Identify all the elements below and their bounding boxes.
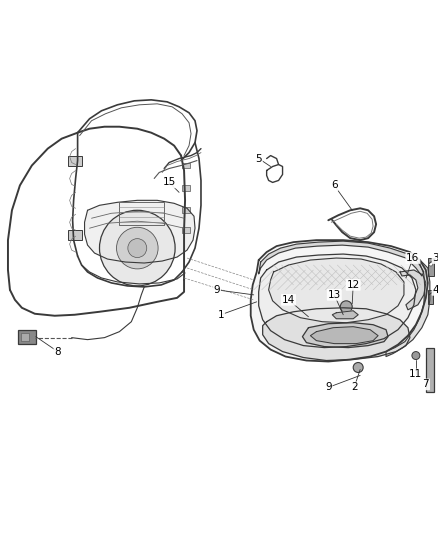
Circle shape [429,262,433,266]
Bar [182,207,190,213]
Text: 7: 7 [423,379,429,390]
Bar [426,348,434,392]
Bar [182,185,190,191]
Polygon shape [332,311,358,319]
Text: 8: 8 [54,346,61,357]
Polygon shape [386,260,430,357]
Text: 6: 6 [331,180,338,190]
Bar [182,163,190,168]
Polygon shape [303,322,388,348]
Polygon shape [251,240,428,361]
Text: 3: 3 [432,253,438,263]
Text: 15: 15 [162,177,176,188]
Circle shape [340,301,352,313]
Text: 12: 12 [346,280,360,290]
Bar [18,330,36,344]
Bar [67,156,81,166]
Polygon shape [311,327,378,344]
Polygon shape [85,200,195,263]
Text: 16: 16 [406,253,420,263]
Text: 13: 13 [328,290,341,300]
Polygon shape [268,258,404,322]
Text: 14: 14 [282,295,295,305]
Text: 2: 2 [351,382,357,392]
Text: 4: 4 [432,285,438,295]
Bar [428,258,434,276]
Polygon shape [259,254,416,348]
Text: 11: 11 [409,369,423,379]
Bar [67,230,81,240]
Text: 1: 1 [218,310,224,320]
Circle shape [412,352,420,360]
Polygon shape [400,270,426,310]
Circle shape [128,239,147,257]
Circle shape [353,362,363,373]
Bar [182,227,190,233]
Bar [428,290,433,304]
Text: 5: 5 [255,154,262,164]
Polygon shape [263,308,410,360]
Circle shape [117,227,158,269]
Text: 9: 9 [214,285,220,295]
Polygon shape [259,241,424,276]
Circle shape [99,211,175,286]
Text: 9: 9 [325,382,332,392]
Bar [21,333,29,341]
